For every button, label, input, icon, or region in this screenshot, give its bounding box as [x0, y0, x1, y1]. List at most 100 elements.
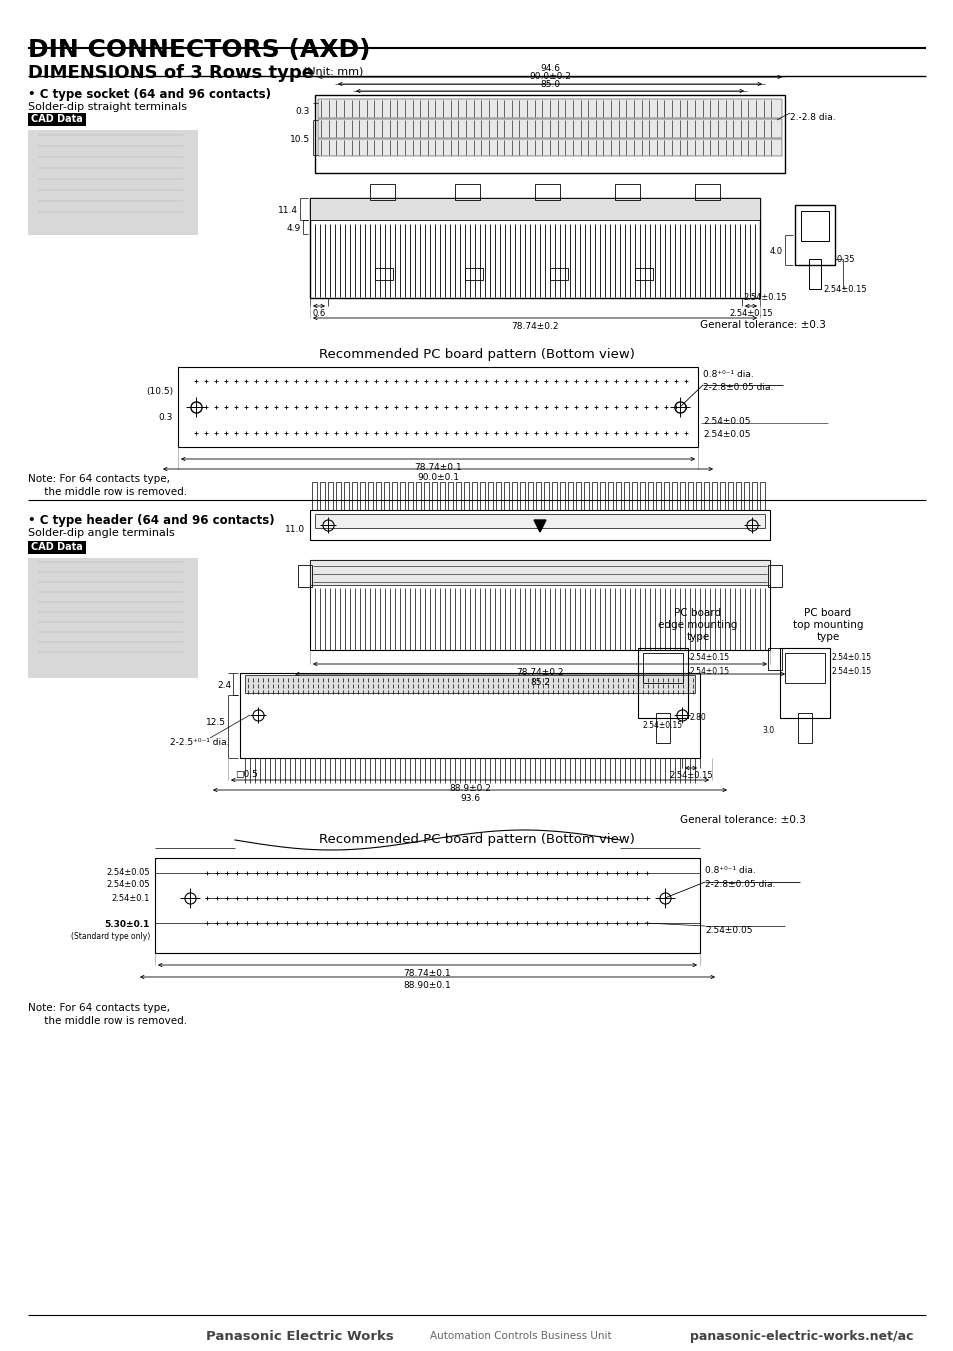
Text: 2.54±0.15: 2.54±0.15	[689, 667, 729, 676]
Text: Automation Controls Business Unit: Automation Controls Business Unit	[430, 1331, 611, 1342]
Text: (Unit: mm): (Unit: mm)	[303, 66, 363, 76]
Bar	[503, 482, 509, 509]
Bar	[352, 482, 356, 509]
Bar	[399, 482, 405, 509]
Bar	[368, 482, 373, 509]
Bar	[696, 482, 700, 509]
Text: 4.0: 4.0	[769, 247, 782, 255]
Bar	[479, 482, 484, 509]
Text: 78.74±0.1: 78.74±0.1	[414, 463, 461, 471]
Text: 90.0±0.2: 90.0±0.2	[529, 72, 570, 81]
Text: General tolerance: ±0.3: General tolerance: ±0.3	[700, 320, 825, 330]
Bar	[463, 482, 469, 509]
Text: 2.54±0.15: 2.54±0.15	[831, 667, 871, 676]
Text: top mounting: top mounting	[792, 620, 862, 630]
Text: 2.54±0.05: 2.54±0.05	[702, 417, 750, 426]
Text: 78.74±0.2: 78.74±0.2	[516, 667, 563, 677]
Bar	[408, 482, 413, 509]
Text: 85.2: 85.2	[530, 678, 550, 688]
Bar	[310, 561, 769, 585]
Text: • C type header (64 and 96 contacts): • C type header (64 and 96 contacts)	[28, 513, 274, 527]
Bar	[370, 184, 395, 200]
Bar	[310, 199, 760, 220]
Bar	[488, 482, 493, 509]
Bar	[767, 648, 781, 670]
Text: 93.6: 93.6	[459, 794, 479, 802]
Bar	[312, 482, 316, 509]
Text: 2.54±0.05: 2.54±0.05	[107, 880, 150, 889]
Text: 2.54±0.15: 2.54±0.15	[689, 653, 729, 662]
Bar	[310, 509, 769, 540]
Bar	[319, 482, 325, 509]
Bar	[642, 653, 682, 684]
Text: Solder-dip angle terminals: Solder-dip angle terminals	[28, 528, 174, 538]
Text: 3.0: 3.0	[761, 725, 773, 735]
Bar	[559, 482, 564, 509]
Bar	[535, 184, 559, 200]
Bar	[240, 673, 700, 758]
Text: 2.4: 2.4	[216, 681, 231, 690]
Bar	[384, 482, 389, 509]
Bar	[472, 482, 476, 509]
Bar	[808, 259, 821, 289]
Text: PC board: PC board	[803, 608, 851, 617]
Text: 0.6: 0.6	[312, 309, 325, 317]
Bar	[314, 95, 784, 173]
Bar	[801, 211, 828, 240]
Bar	[735, 482, 740, 509]
Bar	[656, 482, 660, 509]
Bar	[344, 482, 349, 509]
Text: 0.35: 0.35	[836, 255, 855, 263]
Text: CAD Data: CAD Data	[30, 542, 83, 553]
Text: 2-2.5⁺⁰⁻¹ dia.: 2-2.5⁺⁰⁻¹ dia.	[170, 738, 230, 747]
Bar	[695, 184, 720, 200]
Text: 11.0: 11.0	[285, 526, 305, 534]
Bar	[576, 482, 580, 509]
Text: 2.54±0.15: 2.54±0.15	[668, 771, 712, 780]
Bar	[543, 482, 548, 509]
Text: 2.54±0.15: 2.54±0.15	[822, 285, 865, 295]
Text: 88.9±0.2: 88.9±0.2	[449, 784, 491, 793]
Text: 0.8⁺⁰⁻¹ dia.: 0.8⁺⁰⁻¹ dia.	[704, 866, 755, 875]
Text: DIN CONNECTORS (AXD): DIN CONNECTORS (AXD)	[28, 38, 370, 62]
Bar	[567, 482, 573, 509]
Text: 0.3: 0.3	[295, 107, 310, 116]
Bar	[416, 482, 420, 509]
Text: 94.6: 94.6	[539, 63, 559, 73]
Text: CAD Data: CAD Data	[30, 113, 83, 124]
Text: 2-2.8±0.05 dia.: 2-2.8±0.05 dia.	[702, 382, 773, 392]
Bar	[519, 482, 524, 509]
Text: 2.54±0.15: 2.54±0.15	[831, 653, 871, 662]
Bar	[154, 858, 700, 952]
Bar	[635, 267, 652, 280]
Bar	[711, 482, 717, 509]
Bar	[794, 205, 834, 265]
Bar	[780, 648, 829, 717]
Bar	[496, 482, 500, 509]
Bar	[28, 130, 198, 235]
Text: Note: For 64 contacts type,: Note: For 64 contacts type,	[28, 474, 170, 484]
Text: 2-2.8±0.05 dia.: 2-2.8±0.05 dia.	[704, 880, 775, 889]
Bar	[720, 482, 724, 509]
Bar	[423, 482, 429, 509]
Bar	[455, 184, 479, 200]
Text: edge mounting: edge mounting	[658, 620, 737, 630]
Text: General tolerance: ±0.3: General tolerance: ±0.3	[679, 815, 805, 825]
Bar	[656, 713, 669, 743]
Bar	[760, 482, 764, 509]
Bar	[317, 119, 781, 138]
Text: 2.80: 2.80	[689, 713, 706, 721]
Bar	[639, 482, 644, 509]
Bar	[432, 482, 436, 509]
Bar	[615, 184, 639, 200]
Bar	[751, 482, 757, 509]
Polygon shape	[534, 520, 545, 532]
Bar	[317, 99, 781, 118]
Bar	[456, 482, 460, 509]
Bar	[727, 482, 732, 509]
Bar	[310, 561, 769, 650]
Text: 4.9: 4.9	[287, 224, 301, 232]
Text: Recommended PC board pattern (Bottom view): Recommended PC board pattern (Bottom vie…	[318, 349, 635, 361]
Bar	[178, 367, 698, 447]
Bar	[767, 565, 781, 586]
